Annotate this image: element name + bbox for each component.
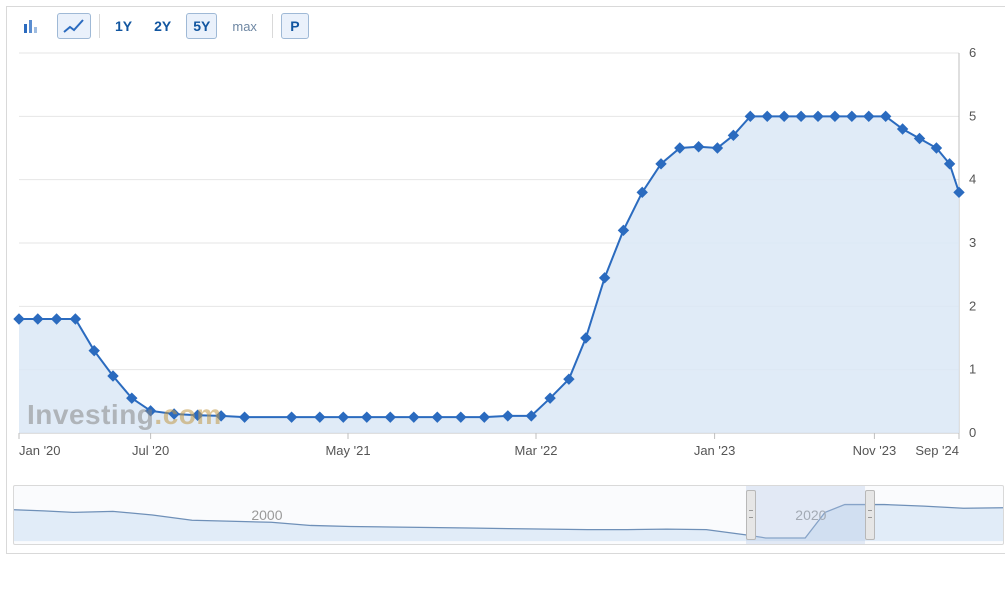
svg-text:Nov '23: Nov '23	[853, 443, 897, 458]
chart-toolbar: 1Y 2Y 5Y max P	[13, 11, 1004, 45]
svg-text:3: 3	[969, 235, 976, 250]
nav-label-2000: 2000	[251, 507, 282, 523]
svg-text:0: 0	[969, 425, 976, 440]
svg-text:Jul '20: Jul '20	[132, 443, 169, 458]
range-2y-button[interactable]: 2Y	[147, 13, 178, 39]
svg-text:1: 1	[969, 362, 976, 377]
bar-chart-icon[interactable]	[15, 13, 49, 39]
navigator-handle-left[interactable]	[746, 490, 756, 540]
svg-text:2: 2	[969, 298, 976, 313]
line-chart-icon[interactable]	[57, 13, 91, 39]
svg-text:5: 5	[969, 108, 976, 123]
toolbar-separator	[99, 14, 100, 38]
svg-text:May '21: May '21	[325, 443, 370, 458]
svg-text:Jan '23: Jan '23	[694, 443, 736, 458]
range-5y-button[interactable]: 5Y	[186, 13, 217, 39]
chart-canvas: 0 1 2 3 4 5 6 Jan '20 Jul '20 May '21 Mar '22 Jan '…	[13, 45, 1003, 467]
p-toggle-button[interactable]: P	[281, 13, 309, 39]
range-max-button[interactable]: max	[225, 13, 264, 39]
range-1y-button[interactable]: 1Y	[108, 13, 139, 39]
navigator-handle-right[interactable]	[865, 490, 875, 540]
chart-widget: 1Y 2Y 5Y max P 0 1 2 3 4 5 6 Jan '20 Jul '20 May …	[6, 6, 1005, 554]
main-chart[interactable]: 0 1 2 3 4 5 6 Jan '20 Jul '20 May '21 Mar '22 Jan '…	[13, 45, 1004, 475]
svg-text:Sep '24: Sep '24	[915, 443, 959, 458]
toolbar-separator-2	[272, 14, 273, 38]
svg-text:Jan '20: Jan '20	[19, 443, 61, 458]
svg-text:6: 6	[969, 45, 976, 60]
svg-text:4: 4	[969, 172, 976, 187]
navigator-selection[interactable]	[746, 486, 865, 544]
svg-text:Mar '22: Mar '22	[515, 443, 558, 458]
navigator[interactable]: 2000 2020	[13, 485, 1004, 545]
